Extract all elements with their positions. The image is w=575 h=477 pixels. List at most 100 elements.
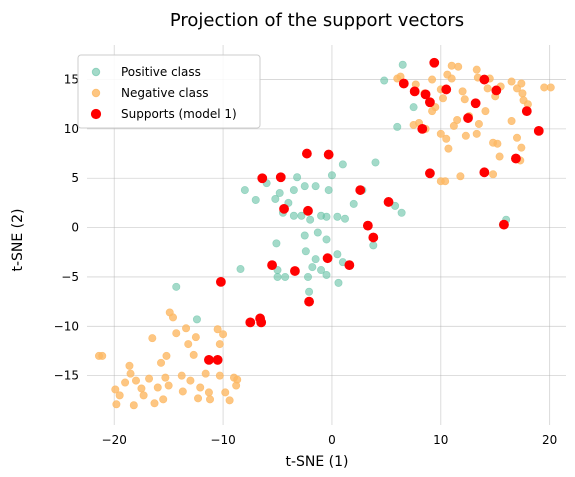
data-point <box>442 134 451 143</box>
x-tick-label: −10 <box>210 433 235 447</box>
data-point <box>271 194 280 203</box>
data-point <box>533 125 544 136</box>
data-point <box>164 381 173 390</box>
data-point <box>313 228 322 237</box>
data-point <box>322 212 331 221</box>
data-point <box>311 182 320 191</box>
data-point <box>409 103 418 112</box>
series-1 <box>94 61 555 410</box>
data-point <box>428 107 437 116</box>
data-point <box>383 197 394 207</box>
data-point <box>479 167 490 178</box>
data-point <box>172 329 181 338</box>
y-tick-label: 0 <box>71 221 79 235</box>
data-point <box>272 239 281 248</box>
data-point <box>126 369 135 378</box>
data-point <box>491 85 502 96</box>
data-point <box>204 388 213 397</box>
data-point <box>517 79 526 88</box>
data-point <box>303 205 313 216</box>
data-point <box>256 317 267 328</box>
data-point <box>290 266 300 276</box>
data-point <box>302 148 312 159</box>
data-point <box>279 203 289 214</box>
data-point <box>148 334 157 343</box>
data-point <box>308 263 317 272</box>
data-point <box>436 129 445 138</box>
data-point <box>125 361 134 370</box>
data-point <box>425 168 435 179</box>
data-point <box>322 253 333 264</box>
data-point <box>233 375 242 384</box>
x-tick-label: −20 <box>102 433 127 447</box>
data-point <box>420 89 431 100</box>
data-point <box>304 296 314 307</box>
data-point <box>454 62 463 71</box>
data-point <box>441 84 452 95</box>
data-point <box>157 358 166 367</box>
x-tick-label: 0 <box>328 433 336 447</box>
data-point <box>194 394 203 403</box>
data-point <box>251 195 260 204</box>
data-point <box>447 61 456 70</box>
data-point <box>456 172 465 181</box>
x-tick-label: 20 <box>542 433 557 447</box>
data-point <box>324 186 333 195</box>
data-point <box>493 139 502 148</box>
data-point <box>301 247 310 256</box>
data-point <box>472 129 481 138</box>
data-point <box>293 173 302 182</box>
data-point <box>289 211 298 220</box>
data-point <box>461 131 470 140</box>
data-point <box>371 158 380 167</box>
x-axis-label: t-SNE (1) <box>285 454 348 470</box>
chart-title: Projection of the support vectors <box>170 10 464 31</box>
data-point <box>513 133 522 142</box>
data-point <box>322 270 331 279</box>
data-point <box>131 376 140 385</box>
data-point <box>349 199 358 208</box>
data-point <box>441 177 450 186</box>
data-point <box>470 98 481 109</box>
data-point <box>112 400 121 409</box>
data-point <box>137 384 146 393</box>
data-point <box>303 272 312 281</box>
data-point <box>479 74 490 85</box>
data-point <box>306 215 315 224</box>
y-tick-label: −5 <box>61 270 79 284</box>
y-tick-label: 5 <box>71 171 79 185</box>
y-tick-label: 10 <box>64 122 79 136</box>
data-point <box>453 116 462 125</box>
data-point <box>463 113 473 123</box>
data-point <box>483 84 492 93</box>
data-point <box>369 241 378 250</box>
data-point <box>397 208 406 217</box>
data-point <box>297 211 306 220</box>
data-point <box>338 160 347 169</box>
data-point <box>257 173 268 184</box>
data-point <box>481 107 490 116</box>
data-point <box>182 324 191 333</box>
legend: Positive class Negative class Supports (mo… <box>77 54 261 129</box>
data-point <box>447 74 456 83</box>
data-point <box>192 315 201 324</box>
data-point <box>322 235 331 244</box>
data-point <box>317 266 326 275</box>
data-point <box>215 340 224 349</box>
data-point <box>145 374 154 383</box>
data-point <box>162 351 171 360</box>
data-points <box>94 57 555 410</box>
data-point <box>153 383 162 392</box>
data-point <box>225 396 234 405</box>
data-point <box>172 282 181 291</box>
y-tick-label: −10 <box>54 319 79 333</box>
data-point <box>499 219 509 230</box>
data-point <box>507 77 516 86</box>
data-point <box>184 340 193 349</box>
data-point <box>169 313 178 322</box>
data-point <box>273 272 282 281</box>
y-axis-label: t-SNE (2) <box>10 208 26 271</box>
data-point <box>311 255 320 264</box>
data-point <box>472 65 481 74</box>
